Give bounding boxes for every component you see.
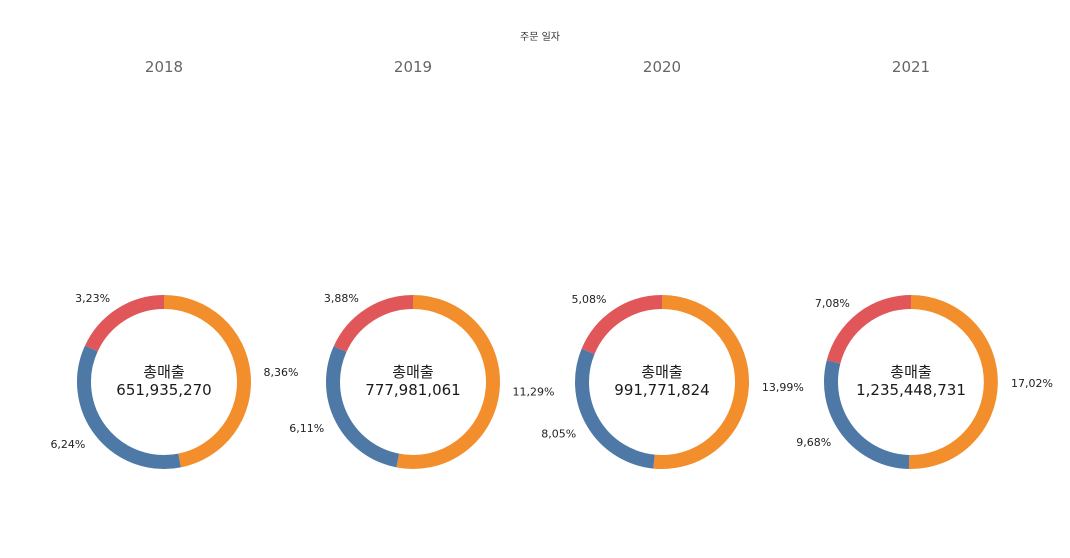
slice-blue: [824, 360, 910, 469]
center-total-value: 777,981,061: [365, 381, 460, 399]
slice-red: [826, 295, 912, 364]
slice-red: [85, 295, 165, 352]
percent-label: 3,88%: [324, 292, 359, 305]
percent-label: 11,29%: [513, 386, 555, 399]
axis-title: 주문 일자: [520, 31, 560, 43]
center-title: 총매출: [392, 363, 433, 381]
year-label: 2018: [145, 58, 183, 76]
center-total-value: 991,771,824: [614, 381, 709, 399]
percent-label: 5,08%: [572, 293, 607, 306]
year-label: 2021: [892, 58, 930, 76]
percent-label: 9,68%: [796, 436, 831, 449]
percent-label: 13,99%: [762, 381, 804, 394]
slice-orange: [396, 295, 500, 469]
center-title: 총매출: [641, 363, 682, 381]
slice-orange: [163, 295, 251, 468]
slice-red: [333, 295, 414, 353]
percent-label: 7,08%: [815, 297, 850, 310]
center-total-value: 651,935,270: [116, 381, 211, 399]
slice-blue: [575, 348, 655, 469]
center-total-value: 1,235,448,731: [856, 381, 966, 399]
slice-blue: [77, 345, 181, 469]
year-label: 2020: [643, 58, 681, 76]
percent-label: 17,02%: [1011, 377, 1053, 390]
percent-label: 6,11%: [289, 422, 324, 435]
percent-label: 8,05%: [541, 427, 576, 440]
percent-label: 3,23%: [75, 292, 110, 305]
slice-orange: [653, 295, 750, 469]
year-label: 2019: [394, 58, 432, 76]
center-title: 총매출: [143, 363, 184, 381]
panels-group: 20188,36%6,24%3,23%총매출651,935,270201911,…: [50, 58, 1053, 469]
percent-label: 6,24%: [50, 438, 85, 451]
slice-blue: [326, 346, 400, 468]
center-title: 총매출: [890, 363, 931, 381]
percent-label: 8,36%: [264, 366, 299, 379]
slice-orange: [908, 295, 998, 469]
slice-red: [581, 295, 663, 355]
